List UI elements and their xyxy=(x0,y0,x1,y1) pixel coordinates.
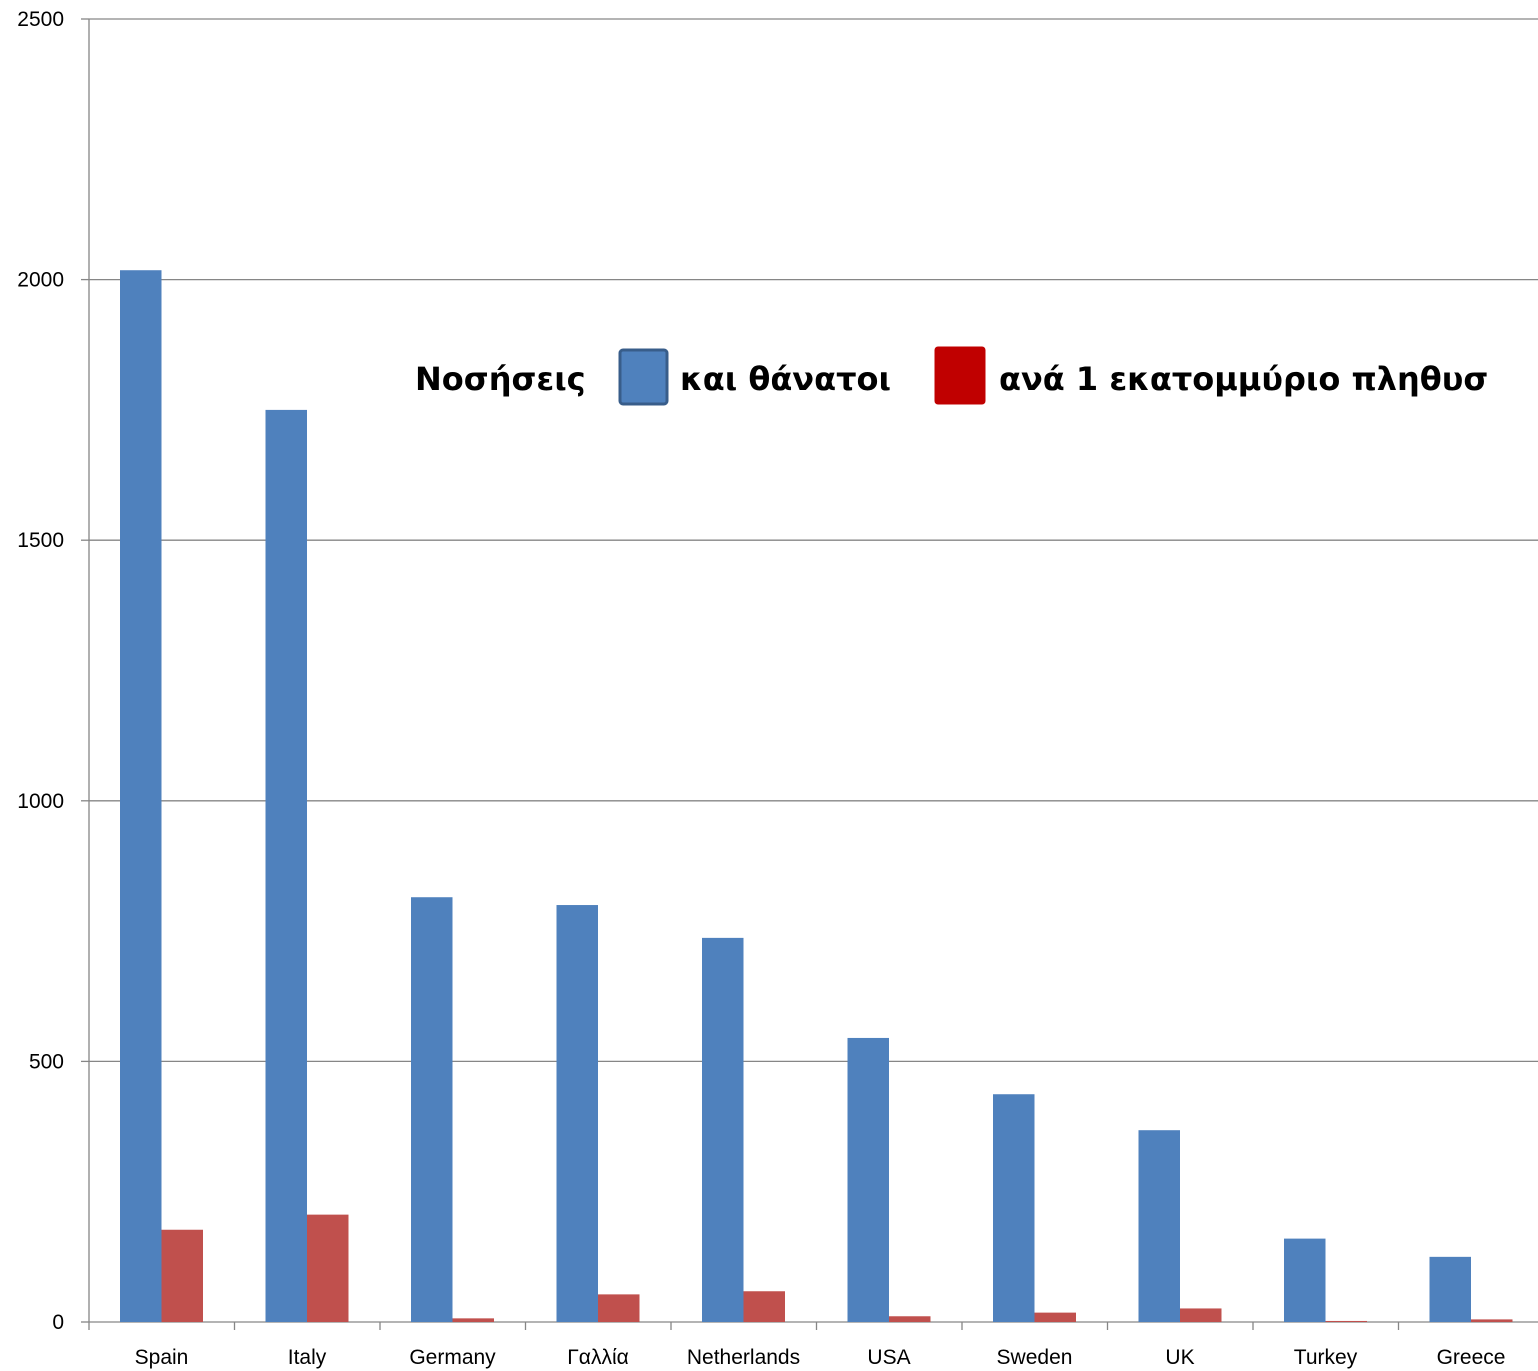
chart-title: Νοσήσεις και θάνατοι ανά 1 εκατομμύριο πλη… xyxy=(415,346,1488,406)
bar xyxy=(598,1294,640,1322)
y-tick-labels: 0 500 1000 1500 2000 2500 xyxy=(17,8,64,1334)
x-tick-label: Netherlands xyxy=(687,1346,800,1369)
bar xyxy=(452,1318,494,1322)
y-tick-label: 0 xyxy=(52,1311,64,1334)
x-tick-label: Spain xyxy=(135,1346,189,1369)
x-tick-label: USA xyxy=(867,1346,910,1369)
bar xyxy=(1429,1256,1471,1322)
x-tick-label: Greece xyxy=(1437,1346,1506,1369)
bar xyxy=(1180,1308,1222,1322)
title-text: και θάνατοι xyxy=(680,360,891,398)
gridlines xyxy=(89,18,1538,1063)
y-tick-label: 1500 xyxy=(17,529,64,552)
bar xyxy=(889,1316,931,1322)
title-text: ανά 1 εκατομμύριο πληθυσ xyxy=(999,360,1488,398)
x-tick-label: UK xyxy=(1165,1346,1194,1369)
bar xyxy=(1471,1319,1513,1322)
bar xyxy=(161,1229,203,1322)
bar xyxy=(411,897,453,1322)
x-tick-labels: Spain Italy Germany Γαλλία Netherlands USA Swe… xyxy=(135,1346,1506,1369)
bar xyxy=(307,1214,349,1322)
y-tick-label: 2000 xyxy=(17,269,64,292)
x-tick-label: Italy xyxy=(288,1346,327,1369)
y-tick-label: 500 xyxy=(29,1050,64,1073)
x-tick-label: Germany xyxy=(409,1346,496,1369)
title-text: Νοσήσεις xyxy=(415,360,586,398)
bar xyxy=(265,409,307,1322)
bar xyxy=(1138,1130,1180,1322)
y-tick-label: 1000 xyxy=(17,790,64,813)
bar xyxy=(556,905,598,1322)
bar xyxy=(1034,1312,1076,1322)
bar xyxy=(1325,1320,1367,1322)
x-tick-label: Turkey xyxy=(1294,1346,1358,1369)
legend-swatch xyxy=(618,348,669,406)
bar xyxy=(1284,1238,1326,1322)
bars xyxy=(120,270,1513,1323)
legend-swatch xyxy=(934,346,986,405)
bar xyxy=(993,1094,1035,1322)
y-tick-label: 2500 xyxy=(17,8,64,31)
x-tick-label: Sweden xyxy=(997,1346,1073,1369)
bar xyxy=(847,1037,889,1322)
bar xyxy=(702,937,744,1322)
bar xyxy=(743,1291,785,1322)
x-tick-label: Γαλλία xyxy=(567,1346,629,1369)
bar xyxy=(120,270,162,1323)
